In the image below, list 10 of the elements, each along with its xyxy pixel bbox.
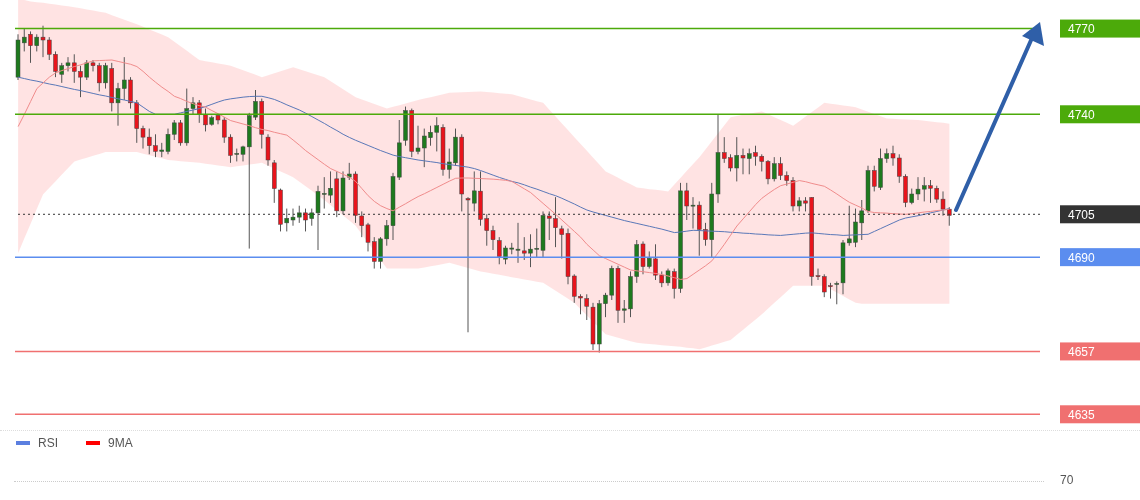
- y-tick-label: 4690: [1068, 250, 1096, 265]
- y-tick-label: 4705: [1068, 207, 1096, 222]
- y-tick-label: 4635: [1068, 407, 1096, 422]
- y-tick-label: 4740: [1068, 107, 1096, 122]
- y-tick-label: 4657: [1068, 344, 1096, 359]
- text: 70: [1060, 473, 1074, 487]
- y-tick-label: 4770: [1068, 22, 1096, 37]
- candlestick: [265, 133, 271, 167]
- text: RSI: [38, 436, 59, 450]
- text: 9MA: [108, 436, 133, 450]
